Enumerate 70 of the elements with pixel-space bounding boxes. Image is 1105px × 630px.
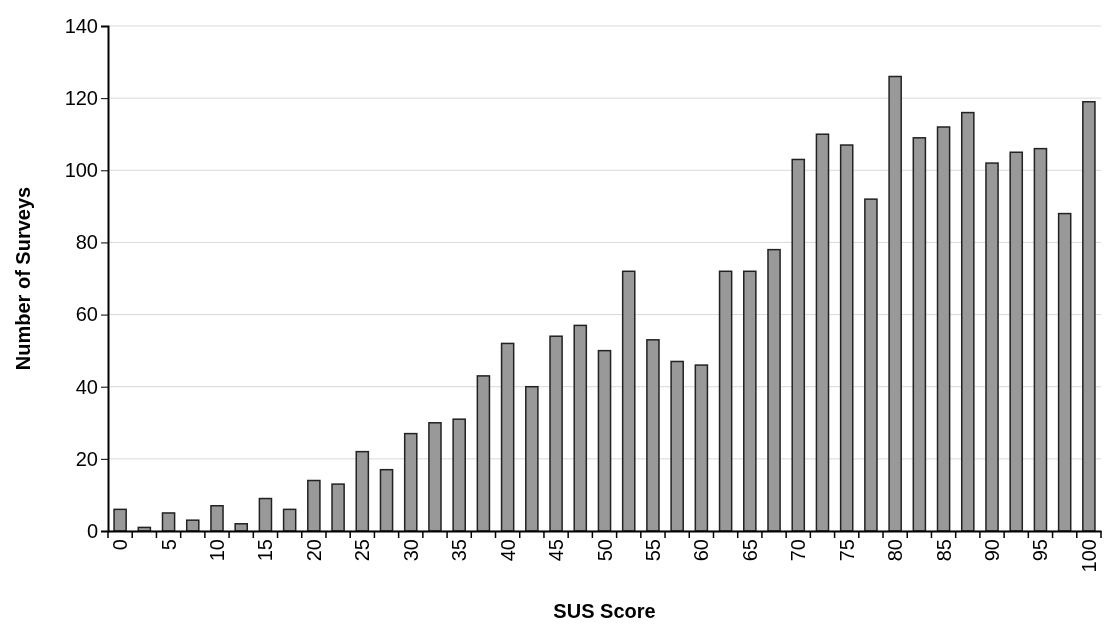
bar	[355, 450, 370, 532]
bar	[1033, 147, 1048, 532]
x-tick-label: 5	[157, 539, 180, 551]
bar	[525, 385, 539, 532]
bar	[1057, 212, 1072, 532]
y-tick-label: 100	[64, 159, 98, 182]
bar	[210, 505, 224, 532]
y-tick-label: 60	[75, 303, 98, 326]
bar	[718, 270, 733, 532]
x-tick-label: 80	[884, 539, 907, 562]
y-tick-label: 20	[75, 447, 98, 470]
bar	[888, 75, 902, 532]
x-tick-label: 35	[448, 539, 471, 562]
bar	[743, 270, 757, 532]
x-tick-label: 45	[545, 539, 568, 562]
y-tick-label: 140	[64, 14, 98, 37]
bar	[839, 144, 854, 532]
bar	[912, 137, 927, 532]
bar	[500, 342, 515, 532]
bar	[864, 198, 878, 532]
bar	[960, 111, 975, 532]
bar	[791, 158, 806, 532]
bar	[476, 375, 491, 532]
x-tick-label: 25	[351, 539, 374, 562]
x-tick-label: 70	[787, 539, 810, 562]
bar	[549, 335, 563, 532]
x-tick-label: 60	[690, 539, 713, 562]
bar	[403, 432, 418, 532]
x-tick-label: 20	[302, 539, 325, 562]
bar	[452, 418, 466, 532]
x-tick-label: 85	[932, 539, 955, 562]
bar	[936, 126, 951, 532]
bar	[694, 364, 709, 532]
x-tick-label: 75	[835, 539, 858, 562]
bar	[185, 519, 200, 532]
bar	[113, 508, 127, 532]
bar	[161, 512, 176, 532]
bar	[282, 508, 297, 532]
bar	[815, 133, 830, 532]
bar	[1082, 101, 1096, 532]
bar	[1009, 151, 1024, 532]
bar	[767, 248, 781, 532]
y-tick-label: 80	[75, 231, 98, 254]
bar	[379, 468, 394, 532]
x-axis-title: SUS Score	[553, 600, 656, 622]
x-tick-label: 40	[496, 539, 519, 562]
x-tick-label: 55	[641, 539, 664, 562]
bar	[331, 483, 345, 532]
bar	[573, 324, 588, 532]
y-axis-title: Number of Surveys	[12, 186, 34, 371]
bar	[597, 349, 612, 532]
bar	[234, 523, 249, 532]
y-tick-label: 120	[64, 87, 98, 110]
x-tick-label: 50	[593, 539, 616, 562]
bar	[621, 270, 636, 532]
bar	[646, 339, 660, 532]
y-tick-label: 40	[75, 375, 98, 398]
x-tick-label: 30	[399, 539, 422, 562]
x-tick-label: 0	[109, 539, 132, 551]
x-tick-label: 10	[205, 539, 228, 562]
x-tick-label: 15	[254, 539, 277, 562]
bar	[670, 360, 684, 532]
x-tick-label: 95	[1029, 539, 1052, 562]
bar	[428, 422, 442, 532]
bar	[985, 162, 999, 532]
bar	[307, 479, 321, 532]
bar	[258, 497, 273, 532]
x-tick-label: 100	[1077, 539, 1100, 573]
x-tick-label: 65	[738, 539, 761, 562]
x-tick-label: 90	[981, 539, 1004, 562]
